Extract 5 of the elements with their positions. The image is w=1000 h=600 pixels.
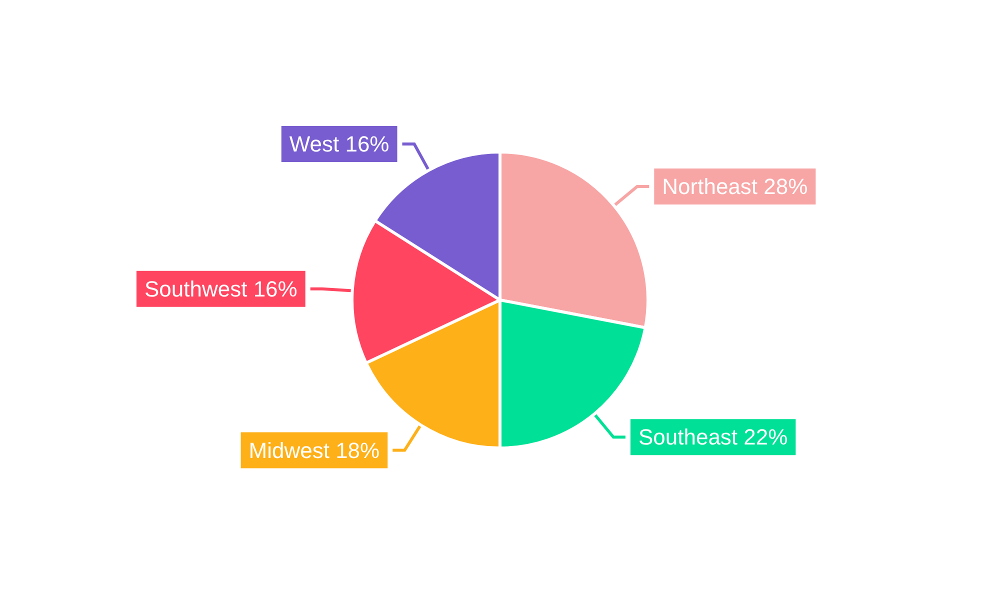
slice-label: Southwest 16% xyxy=(144,276,298,302)
slice-label: Midwest 18% xyxy=(248,438,380,463)
slice-label: Southeast 22% xyxy=(638,424,788,450)
slice-label: West 16% xyxy=(289,132,390,157)
slice-label: Northeast 28% xyxy=(662,174,808,200)
